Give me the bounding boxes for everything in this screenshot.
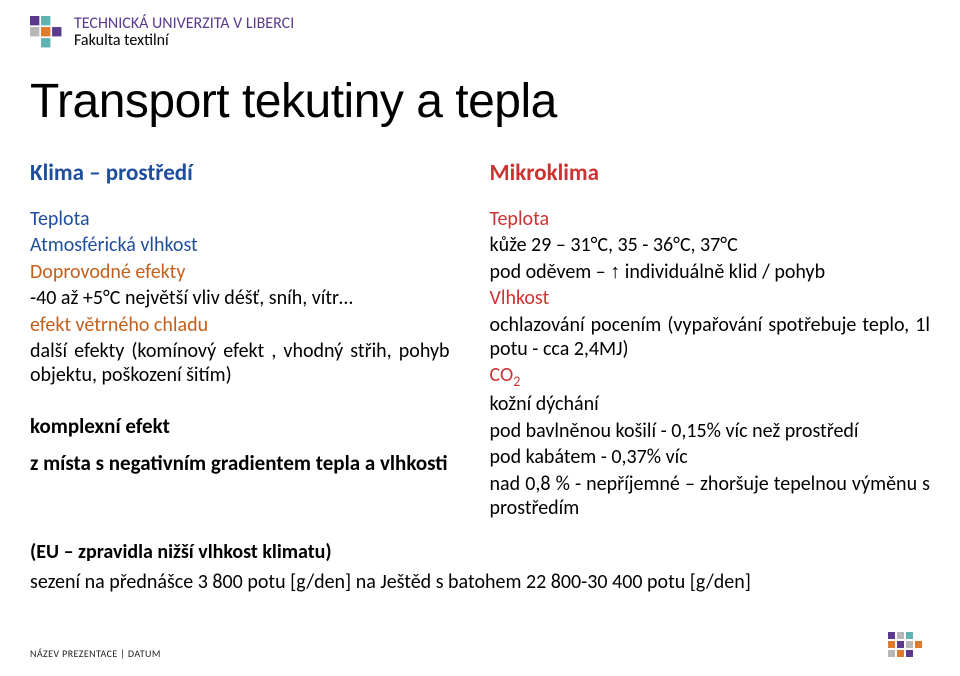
footer-text: NÁZEV PREZENTACE | DATUM — [30, 647, 161, 660]
footer-dots-icon — [888, 632, 930, 660]
right-line: Teplota — [490, 207, 930, 231]
left-column: Klima – prostředí Teplota Atmosférická v… — [30, 159, 450, 522]
sezeni-line: sezení na přednášce 3 800 potu [g/den] n… — [30, 570, 930, 594]
left-gradient: z místa s negativním gradientem tepla a … — [30, 451, 450, 477]
right-line: pod kabátem - 0,37% víc — [490, 445, 930, 469]
dot-icon — [906, 650, 913, 657]
right-line: nad 0,8 % - nepříjemné – zhoršuje tepeln… — [490, 472, 930, 521]
header-text: TECHNICKÁ UNIVERZITA V LIBERCI Fakulta t… — [74, 16, 294, 50]
right-line: Vlhkost — [490, 286, 930, 310]
right-heading: Mikroklima — [490, 159, 930, 187]
dot-icon — [897, 641, 904, 648]
columns: Klima – prostředí Teplota Atmosférická v… — [30, 159, 930, 522]
left-komplex: komplexní efekt — [30, 414, 450, 440]
left-line: Teplota — [30, 207, 450, 231]
right-line: CO2 — [490, 363, 930, 390]
dot-icon — [915, 641, 922, 648]
right-line: kůže 29 – 31°C, 35 - 36°C, 37°C — [490, 233, 930, 257]
co2-label: CO — [490, 363, 514, 387]
arrow-icon: ↑ — [610, 261, 620, 283]
right-line: pod bavlněnou košilí - 0,15% víc než pro… — [490, 419, 930, 443]
right-line: pod oděvem – ↑ individuálně klid / pohyb — [490, 260, 930, 284]
dot-icon — [897, 632, 904, 639]
right-line-b: individuálně klid / pohyb — [620, 260, 825, 284]
dot-icon — [888, 650, 895, 657]
dot-icon — [888, 641, 895, 648]
co2-sub: 2 — [513, 373, 520, 390]
left-heading: Klima – prostředí — [30, 159, 450, 187]
eu-note: (EU – zpravidla nižší vlhkost klimatu) — [30, 540, 930, 564]
dot-icon — [906, 641, 913, 648]
header: TECHNICKÁ UNIVERZITA V LIBERCI Fakulta t… — [30, 14, 930, 52]
header-subtitle: Fakulta textilní — [74, 33, 294, 50]
dot-icon — [906, 632, 913, 639]
left-line: efekt větrného chladu — [30, 313, 450, 337]
right-line: kožní dýchání — [490, 392, 930, 416]
dot-icon — [888, 632, 895, 639]
dot-icon — [897, 650, 904, 657]
right-column: Mikroklima Teplota kůže 29 – 31°C, 35 - … — [490, 159, 930, 522]
left-line: Doprovodné efekty — [30, 260, 450, 284]
right-line-a: pod oděvem – — [490, 260, 611, 284]
left-line: Atmosférická vlhkost — [30, 233, 450, 257]
university-logo-icon — [30, 16, 64, 50]
slide: TECHNICKÁ UNIVERZITA V LIBERCI Fakulta t… — [0, 0, 960, 676]
right-line: ochlazování pocením (vypařování spotřebu… — [490, 313, 930, 362]
left-line: další efekty (komínový efekt , vhodný st… — [30, 339, 450, 388]
left-line: -40 až +5°C největší vliv déšť, sníh, ví… — [30, 286, 450, 310]
page-title: Transport tekutiny a tepla — [30, 74, 930, 129]
